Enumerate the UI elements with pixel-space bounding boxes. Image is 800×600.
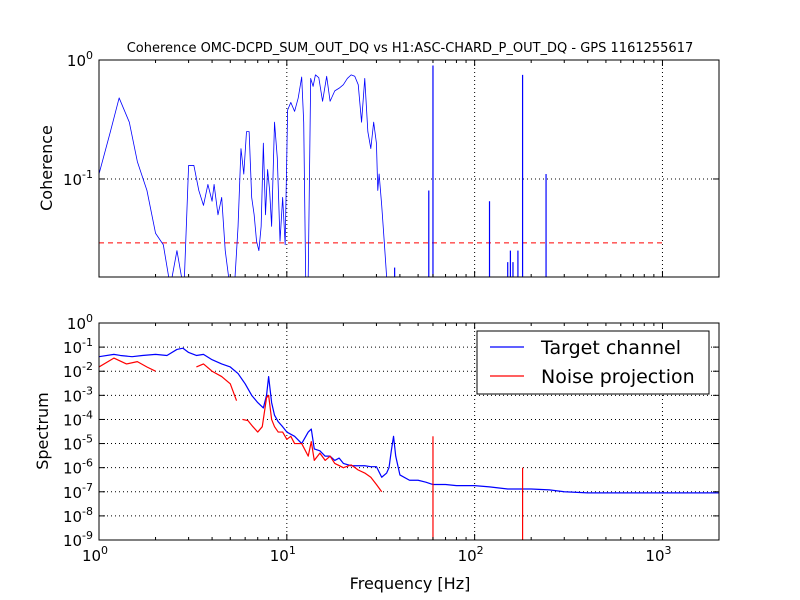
- spectrum-x-tick-label: 100: [82, 544, 108, 565]
- spectrum-x-tick-label: 101: [270, 544, 296, 565]
- spectrum-panel: 100 101 102 103 10-9 10-8 10-7 10-6 10-5 10-4 10-3…: [33, 312, 720, 593]
- spectrum-y-tick-label: 10-1: [63, 336, 93, 357]
- coherence-title: Coherence OMC-DCPD_SUM_OUT_DQ vs H1:ASC-…: [127, 41, 694, 56]
- spectrum-y-tick-label: 10-9: [63, 529, 93, 550]
- coherence-y-tick-label: 100: [67, 49, 93, 70]
- coherence-data: [99, 65, 663, 277]
- coherence-series-line: [99, 74, 388, 277]
- spectrum-noise-projection-line-segment: [99, 357, 156, 372]
- spectrum-data: [99, 347, 719, 540]
- spectrum-x-tick-label: 103: [645, 544, 671, 565]
- spectrum-y-tick-label: 10-2: [63, 360, 93, 381]
- spectrum-noise-projection-line-segment: [196, 363, 238, 401]
- spectrum-noise-projection-line-segment: [242, 394, 383, 493]
- spectrum-x-axis-label: Frequency [Hz]: [350, 574, 471, 593]
- spectrum-y-tick-label: 10-5: [63, 433, 93, 454]
- spectrum-y-tick-label: 10-3: [63, 384, 93, 405]
- legend-label-noise-projection: Noise projection: [541, 366, 695, 388]
- spectrum-y-tick-label: 10-4: [63, 408, 93, 429]
- spectrum-ticks: 100 101 102 103 10-9 10-8 10-7 10-6 10-5 10-4 10-3…: [63, 312, 719, 565]
- spectrum-target-channel-line: [99, 347, 719, 494]
- spectrum-y-axis-label: Spectrum: [33, 392, 52, 470]
- legend-label-target-channel: Target channel: [540, 337, 681, 359]
- coherence-ticks: 10-1 100: [63, 49, 719, 277]
- coherence-y-axis-label: Coherence: [37, 125, 56, 211]
- spectrum-y-tick-label: 10-8: [63, 505, 93, 526]
- spectrum-x-tick-label: 102: [458, 544, 484, 565]
- spectrum-y-tick-label: 10-6: [63, 457, 93, 478]
- coherence-panel: Coherence OMC-DCPD_SUM_OUT_DQ vs H1:ASC-…: [37, 41, 720, 278]
- legend-box: [476, 330, 710, 395]
- spectrum-legend: Target channel Noise projection: [476, 330, 710, 395]
- coherence-y-tick-label: 10-1: [63, 168, 93, 189]
- spectrum-y-tick-label: 10-7: [63, 481, 93, 502]
- spectrum-axes-frame: [98, 322, 720, 541]
- coherence-axes-frame: [98, 59, 720, 278]
- spectrum-y-tick-label: 100: [67, 312, 93, 333]
